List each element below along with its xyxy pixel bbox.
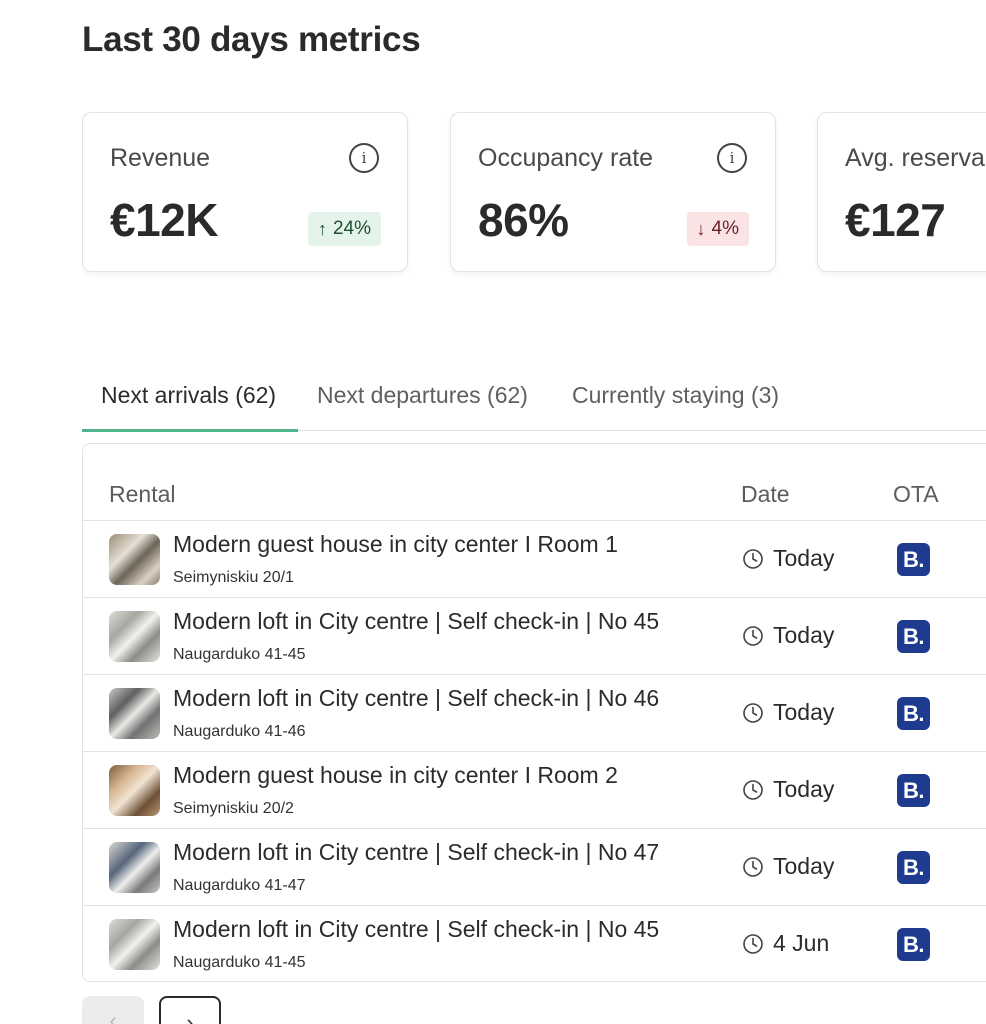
rental-thumbnail: [109, 611, 160, 662]
tab-currently-staying[interactable]: Currently staying (3): [572, 382, 780, 408]
rental-address: Naugarduko 41-45: [173, 954, 306, 971]
date-cell: Today: [742, 776, 834, 803]
date-text: Today: [773, 699, 835, 725]
change-badge: ↑ 24%: [307, 212, 381, 246]
previous-page-button[interactable]: ‹: [82, 996, 144, 1024]
change-badge: ↓ 4%: [686, 212, 749, 246]
metric-card-revenue: Revenue i €12K ↑ 24%: [82, 112, 408, 272]
clock-icon: [743, 856, 763, 877]
info-icon[interactable]: i: [717, 143, 747, 173]
arrow-up-icon: ↑: [317, 218, 327, 239]
table-row[interactable]: Modern loft in City centre | Self check-…: [83, 598, 986, 675]
rental-address: Naugarduko 41-47: [173, 877, 306, 894]
metric-card-avg-reservation: Avg. reserva €127: [817, 112, 986, 272]
date-cell: Today: [742, 699, 834, 726]
rental-name: Modern loft in City centre | Self check-…: [173, 685, 660, 711]
clock-icon: [743, 779, 763, 800]
date-text: 4 Jun: [773, 930, 830, 956]
date-cell: Today: [742, 545, 834, 572]
change-value: 24%: [332, 218, 371, 239]
booking-com-icon: B.: [897, 620, 930, 653]
rental-thumbnail: [109, 688, 160, 739]
tab-next-departures[interactable]: Next departures (62): [317, 382, 528, 408]
page-title: Last 30 days metrics: [82, 20, 421, 59]
active-tab-indicator: [82, 429, 298, 432]
date-text: Today: [773, 545, 835, 571]
date-text: Today: [773, 853, 835, 879]
rental-address: Seimyniskiu 20/2: [173, 800, 294, 817]
rental-address: Seimyniskiu 20/1: [173, 569, 294, 586]
chevron-left-icon: ‹: [109, 1008, 117, 1024]
metric-label: Avg. reserva: [845, 144, 985, 172]
table-row[interactable]: Modern loft in City centre | Self check-…: [83, 675, 986, 752]
date-cell: Today: [742, 622, 834, 649]
date-cell: Today: [742, 853, 834, 880]
column-header-ota[interactable]: OTA: [893, 481, 939, 507]
booking-com-icon: B.: [897, 774, 930, 807]
rental-name: Modern loft in City centre | Self check-…: [173, 608, 660, 634]
booking-com-icon: B.: [897, 697, 930, 730]
clock-icon: [743, 625, 763, 646]
table-row[interactable]: Modern guest house in city center I Room…: [83, 521, 986, 598]
booking-com-icon: B.: [897, 851, 930, 884]
rental-thumbnail: [109, 842, 160, 893]
rental-thumbnail: [109, 765, 160, 816]
date-text: Today: [773, 622, 835, 648]
clock-icon: [743, 933, 763, 954]
date-text: Today: [773, 776, 835, 802]
metrics-row: Revenue i €12K ↑ 24% Occupancy rate i 86…: [82, 112, 986, 282]
tab-next-arrivals[interactable]: Next arrivals (62): [101, 382, 277, 408]
arrow-down-icon: ↓: [696, 218, 706, 239]
rental-address: Naugarduko 41-45: [173, 646, 306, 663]
rental-address: Naugarduko 41-46: [173, 723, 306, 740]
column-header-date[interactable]: Date: [741, 481, 790, 507]
table-row[interactable]: Modern guest house in city center I Room…: [83, 752, 986, 829]
date-cell: 4 Jun: [742, 930, 829, 957]
next-page-button[interactable]: ›: [159, 996, 221, 1024]
rental-name: Modern guest house in city center I Room…: [173, 762, 618, 788]
change-value: 4%: [711, 218, 739, 239]
tab-bar: Next arrivals (62) Next departures (62) …: [82, 370, 986, 432]
clock-icon: [743, 548, 763, 569]
rental-name: Modern guest house in city center I Room…: [173, 531, 618, 557]
clock-icon: [743, 702, 763, 723]
metric-value: €127: [845, 194, 946, 246]
table-row[interactable]: Modern loft in City centre | Self check-…: [83, 906, 986, 981]
metric-card-occupancy: Occupancy rate i 86% ↓ 4%: [450, 112, 776, 272]
metric-label: Occupancy rate: [478, 144, 654, 172]
table-row[interactable]: Modern loft in City centre | Self check-…: [83, 829, 986, 906]
metric-value: €12K: [110, 194, 218, 246]
column-header-rental[interactable]: Rental: [109, 481, 176, 507]
chevron-right-icon: ›: [186, 1010, 194, 1024]
rental-name: Modern loft in City centre | Self check-…: [173, 839, 660, 865]
reservations-table: Rental Date OTA Modern guest house in ci…: [82, 443, 986, 982]
header-divider: [83, 520, 986, 521]
metric-label: Revenue: [110, 144, 211, 172]
booking-com-icon: B.: [897, 928, 930, 961]
rental-name: Modern loft in City centre | Self check-…: [173, 916, 660, 942]
metric-value: 86%: [478, 194, 569, 246]
info-icon[interactable]: i: [349, 143, 379, 173]
rental-thumbnail: [109, 919, 160, 970]
rental-thumbnail: [109, 534, 160, 585]
booking-com-icon: B.: [897, 543, 930, 576]
